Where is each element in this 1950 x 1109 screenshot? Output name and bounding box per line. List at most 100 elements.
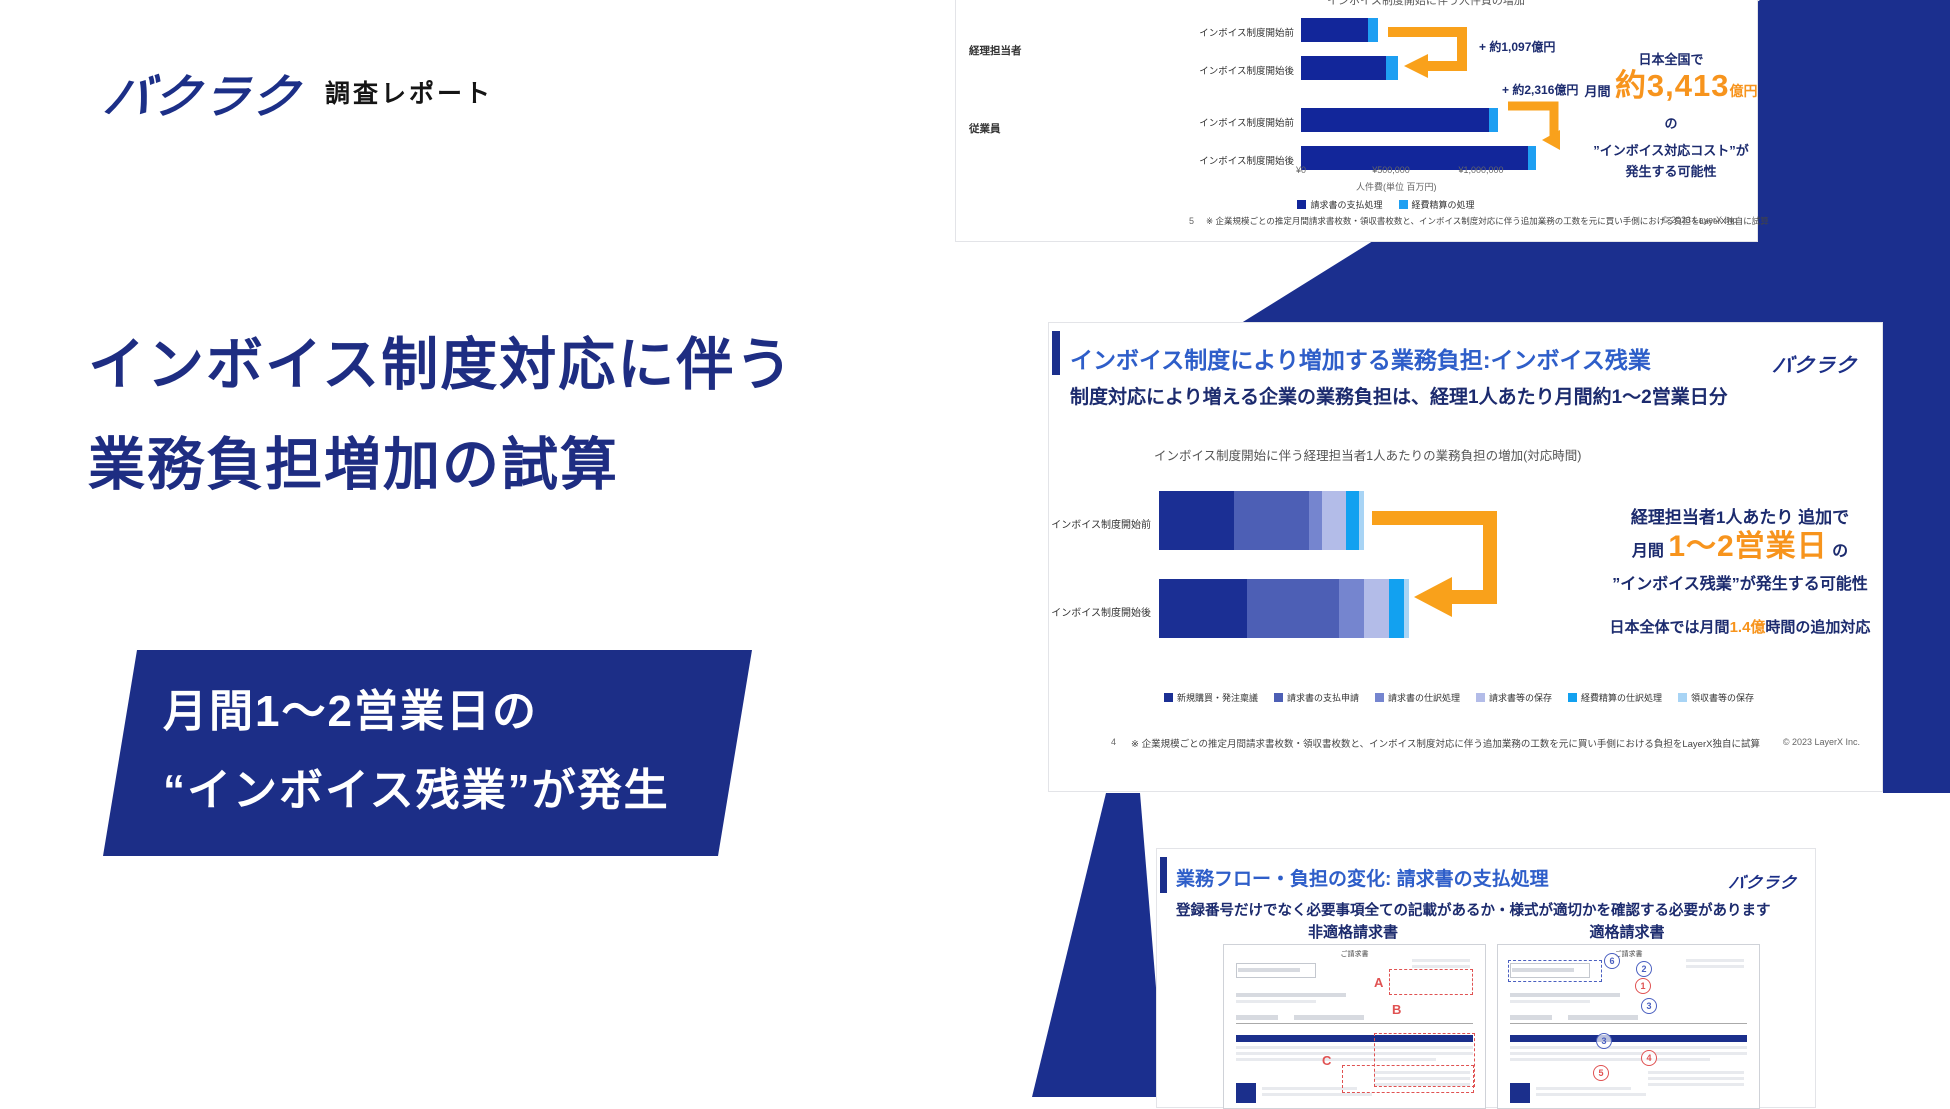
- invoice-placeholder-line: [1568, 1015, 1638, 1020]
- invoice-placeholder-line: [1648, 1083, 1744, 1086]
- stack-segment: [1322, 491, 1346, 550]
- chart-title: インボイス制度開始に伴う経理担当者1人あたりの業務負担の増加(対応時間): [1154, 449, 1582, 463]
- stack-segment: [1364, 579, 1389, 638]
- invoice-placeholder-line: [1236, 1058, 1436, 1061]
- bakuraku-mini-logo: バクラク: [1727, 875, 1798, 892]
- invoice-placeholder-line: [1236, 1023, 1473, 1024]
- slide-thumbnail-workflow-change[interactable]: 業務フロー・負担の変化: 請求書の支払処理 バクラク 登録番号だけでなく必要事項…: [1156, 848, 1816, 1109]
- copyright: © 2023 LayerX Inc.: [1661, 215, 1739, 225]
- invoice-placeholder-line: [1374, 1077, 1470, 1080]
- callout-line4: 日本全体では月間1.4億時間の追加対応: [1609, 616, 1871, 637]
- x-tick-2: ¥1,000,000: [1458, 165, 1504, 175]
- legend-item: 経費精算の処理: [1398, 198, 1475, 211]
- invoice-placeholder-line: [1262, 1093, 1372, 1096]
- overtime-callout: 経理担当者1人あたり 追加で 月間 1〜2営業日 の ”インボイス残業”が発生す…: [1609, 503, 1871, 637]
- hero-banner: 月間1〜2営業日の “インボイス残業”が発生: [163, 672, 670, 830]
- clipped-chart-title-strip: インボイス制度開始に伴う人件費の増加: [1216, 0, 1636, 6]
- invoice-placeholder-line: [1374, 1083, 1470, 1086]
- diagonal-strip-bottom: [1032, 793, 1165, 1097]
- invoice-placeholder-line: [1262, 1087, 1357, 1090]
- stack-segment: [1339, 579, 1364, 638]
- invoice-placeholder-line: [1510, 1000, 1590, 1003]
- invoice-navy-element: [1510, 1083, 1530, 1103]
- chart-legend: 請求書の支払処理 経費精算の処理: [1186, 198, 1586, 211]
- invoice-placeholder-line: [1374, 1071, 1470, 1074]
- required-item-number-badge: 1: [1635, 978, 1651, 994]
- callout-line4-pre: 日本全体では月間: [1609, 619, 1730, 636]
- legend-item: 請求書の仕訳処理: [1374, 691, 1460, 704]
- stacked-chart-legend: 新規購買・発注稟議 請求書の支払申請 請求書の仕訳処理 請求書等の保存 経費精算の仕訳処…: [1089, 691, 1829, 704]
- callout-line1: 日本全国で: [1638, 52, 1704, 67]
- brand-logo: バクラク: [101, 58, 304, 127]
- title-accent-bar: [1160, 857, 1167, 893]
- x-tick-1: ¥500,000: [1372, 165, 1410, 175]
- callout-line4: 発生する可能性: [1625, 164, 1717, 179]
- segment-expense: [1386, 56, 1398, 80]
- callout-line3: ”インボイス対応コスト”が: [1593, 143, 1749, 158]
- invoice-placeholder-line: [1686, 959, 1744, 962]
- slide-title: 業務フロー・負担の変化: 請求書の支払処理: [1176, 869, 1549, 890]
- page-number: 4: [1111, 737, 1117, 747]
- qualified-invoice-header: 適格請求書: [1589, 924, 1665, 941]
- slide-thumbnail-invoice-overtime[interactable]: インボイス制度により増加する業務負担:インボイス残業 バクラク 制度対応により増…: [1048, 322, 1883, 792]
- callout-amount: 約3,413: [1614, 68, 1730, 103]
- legend-swatch: [1163, 693, 1173, 702]
- segment-payment: [1301, 18, 1368, 42]
- stack-segment: [1404, 579, 1409, 638]
- required-item-number-badge: 5: [1593, 1065, 1609, 1081]
- required-item-number-badge: 3: [1596, 1033, 1612, 1049]
- segment-expense: [1489, 108, 1498, 132]
- title-accent-bar: [1052, 331, 1060, 375]
- missing-item-highlight-box: [1374, 1033, 1475, 1087]
- legend-item: 新規購買・発注稟議: [1163, 691, 1258, 704]
- cost-bar: [1301, 108, 1498, 132]
- bar-row-label: インボイス制度開始前: [1051, 520, 1151, 531]
- group-label-accounting: 経理担当者: [969, 45, 1022, 57]
- legend-item: 請求書の支払申請: [1273, 691, 1359, 704]
- legend-item: 領収書等の保存: [1678, 691, 1754, 704]
- national-cost-callout: 日本全国で 月間 約3,413億円 の ”インボイス対応コスト”が 発生する可能…: [1576, 49, 1766, 180]
- invoice-navy-element: [1236, 1083, 1256, 1103]
- workload-stacked-bar: [1159, 491, 1364, 550]
- bar-row-label: インボイス制度開始後: [1199, 66, 1294, 77]
- legend-swatch: [1678, 693, 1688, 702]
- callout-line4-orange: 1.4億: [1729, 619, 1766, 636]
- slide-title: インボイス制度により増加する業務負担:インボイス残業: [1070, 347, 1651, 373]
- invoice-placeholder-line: [1536, 1087, 1631, 1090]
- bar-row-label: インボイス制度開始後: [1051, 608, 1151, 619]
- invoice-placeholder-line: [1648, 1071, 1744, 1074]
- invoice-placeholder-line: [1412, 965, 1470, 968]
- legend-swatch: [1374, 693, 1384, 702]
- invoice-placeholder-line: [1236, 1052, 1473, 1055]
- invoice-placeholder-line: [1236, 1046, 1473, 1049]
- missing-item-letter: C: [1322, 1053, 1332, 1068]
- callout-amount: 1〜2営業日: [1668, 530, 1828, 563]
- invoice-placeholder-line: [1236, 1015, 1278, 1020]
- report-label: 調査レポート: [325, 80, 494, 108]
- invoice-placeholder-line: [1236, 993, 1346, 997]
- invoice-placeholder-line: [1536, 1093, 1646, 1096]
- invoice-document: ご請求書 6 2 1 3 3 4 5: [1497, 944, 1760, 1109]
- bar-row-label: インボイス制度開始前: [1199, 28, 1294, 39]
- slide-thumbnail-labor-cost[interactable]: インボイス制度開始に伴う人件費の増加 インボイス制度開始前 インボイス制度開始後イ…: [955, 0, 1769, 242]
- invoice-placeholder-line: [1294, 1015, 1364, 1020]
- workload-stacked-bar: [1159, 579, 1409, 638]
- invoice-placeholder-line: [1510, 1052, 1747, 1055]
- stack-segment: [1346, 491, 1359, 550]
- hero-title: インボイス制度対応に伴う 業務負担増加の試算: [88, 315, 794, 515]
- callout-post: の: [1832, 543, 1849, 560]
- segment-expense: [1528, 146, 1536, 170]
- segment-expense: [1368, 18, 1378, 42]
- segment-payment: [1301, 108, 1489, 132]
- legend-swatch: [1568, 693, 1578, 702]
- slide-subtitle: 制度対応により増える企業の業務負担は、経理1人あたり月間約1〜2営業日分: [1070, 387, 1728, 408]
- non-qualified-invoice-header: 非適格請求書: [1307, 924, 1399, 941]
- legend-swatch: [1297, 200, 1307, 209]
- callout-pre: 月間: [1584, 84, 1611, 99]
- invoice-placeholder-line: [1648, 1077, 1744, 1080]
- legend-item: 請求書等の保存: [1476, 691, 1552, 704]
- invoice-navy-element: [1510, 1035, 1747, 1042]
- invoice-navy-element: [1236, 1035, 1473, 1042]
- invoice-placeholder-line: [1686, 965, 1744, 968]
- x-tick-0: ¥0: [1295, 165, 1307, 175]
